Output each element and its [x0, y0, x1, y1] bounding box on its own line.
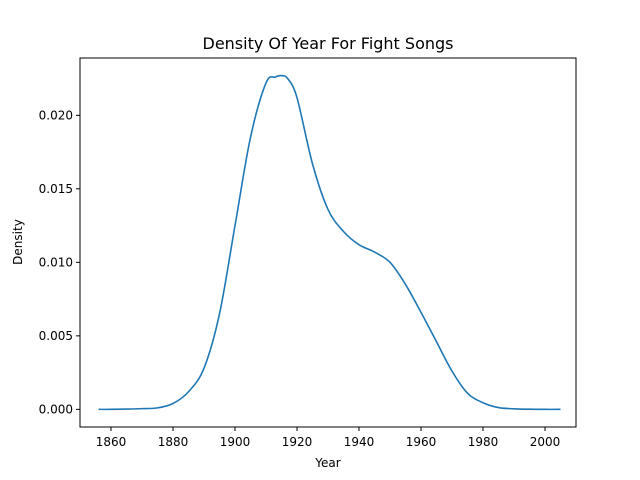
- plot-area: [98, 74, 561, 411]
- y-tick-label: 0.005: [39, 329, 73, 343]
- y-axis-label: Density: [11, 219, 25, 265]
- y-tick-label: 0.020: [39, 108, 73, 122]
- y-tick-label: 0.010: [39, 255, 73, 269]
- x-tick-label: 1960: [406, 435, 437, 449]
- chart-title: Density Of Year For Fight Songs: [203, 34, 454, 53]
- x-tick-label: 1900: [220, 435, 251, 449]
- density-line-0: [98, 74, 561, 411]
- x-tick-label: 1940: [344, 435, 375, 449]
- y-tick-label: 0.015: [39, 182, 73, 196]
- x-tick-label: 1920: [282, 435, 313, 449]
- axes-frame: [79, 57, 577, 428]
- x-axis: 1860 1880 1900 1920 1940 1960 1980 2000: [96, 427, 561, 449]
- x-axis-label: Year: [314, 456, 340, 470]
- x-tick-label: 1880: [158, 435, 189, 449]
- y-tick-label: 0.000: [39, 402, 73, 416]
- x-tick-label: 1980: [468, 435, 499, 449]
- y-axis: 0.000 0.005 0.010 0.015 0.020: [39, 108, 80, 416]
- x-tick-label: 2000: [530, 435, 561, 449]
- x-tick-label: 1860: [96, 435, 127, 449]
